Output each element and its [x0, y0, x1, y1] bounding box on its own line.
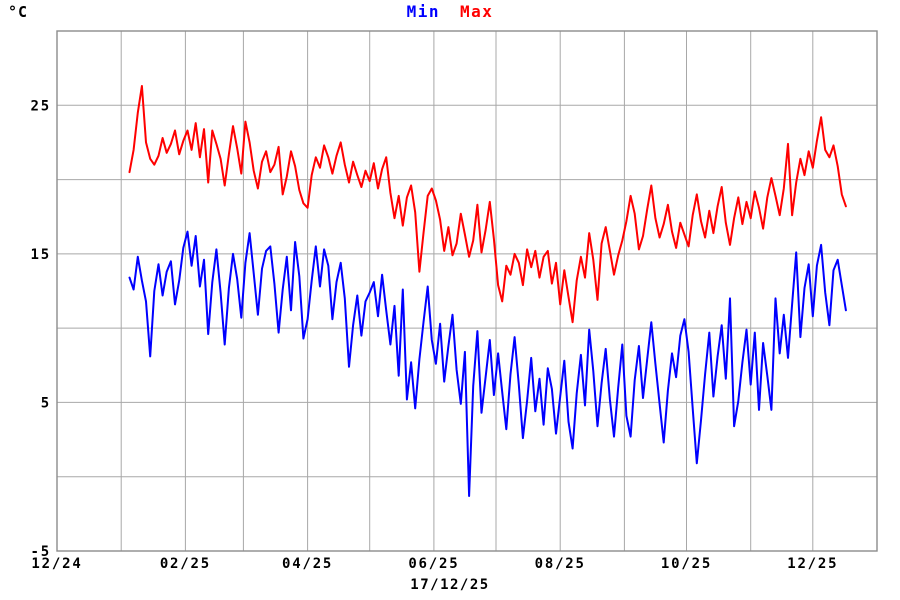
- svg-text:-5: -5: [31, 544, 51, 560]
- svg-text:25: 25: [31, 98, 51, 114]
- svg-text:02/25: 02/25: [160, 556, 211, 572]
- svg-text:15: 15: [31, 247, 51, 263]
- svg-text:04/25: 04/25: [282, 556, 333, 572]
- chart-date-annotation: 17/12/25: [410, 577, 490, 593]
- svg-text:12/24: 12/24: [31, 556, 82, 572]
- legend-min-label: Min: [406, 2, 440, 21]
- legend-max-label: Max: [460, 2, 494, 21]
- svg-text:12/25: 12/25: [787, 556, 838, 572]
- svg-text:10/25: 10/25: [661, 556, 712, 572]
- y-axis-unit-label: °C: [8, 3, 29, 21]
- svg-text:08/25: 08/25: [535, 556, 586, 572]
- svg-text:5: 5: [41, 395, 51, 411]
- chart-legend: Min Max: [0, 2, 900, 21]
- svg-text:06/25: 06/25: [408, 556, 459, 572]
